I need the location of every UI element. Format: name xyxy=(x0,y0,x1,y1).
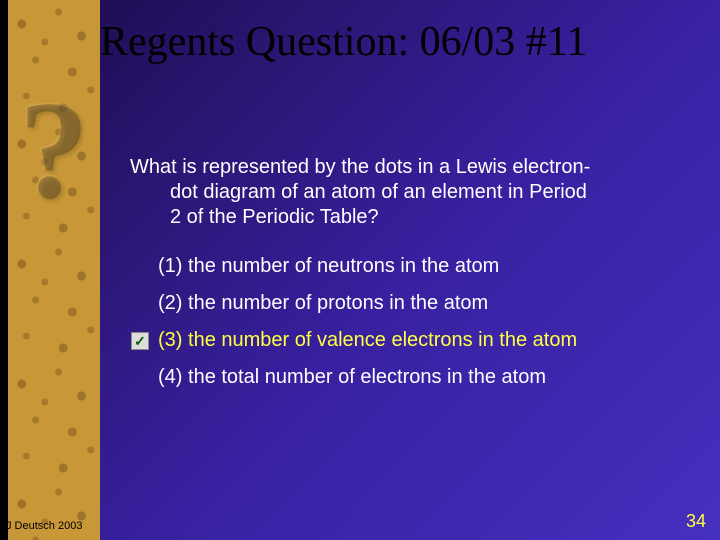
answer-bullet xyxy=(130,368,150,388)
question-line1: What is represented by the dots in a Lew… xyxy=(130,156,590,178)
answer-text: the number of valence electrons in the a… xyxy=(188,329,577,352)
answer-row: (1) the number of neutrons in the atom xyxy=(130,255,690,278)
checkmark-icon: ✓ xyxy=(131,332,149,350)
sidebar-decoration: ? xyxy=(0,0,100,540)
answer-num: (4) xyxy=(158,366,182,389)
answer-num: (1) xyxy=(158,255,182,278)
page-number: 34 xyxy=(686,511,706,532)
slide-title: Regents Question: 06/03 #11 xyxy=(100,18,587,66)
answer-bullet: ✓ xyxy=(130,331,150,351)
answers-list: (1) the number of neutrons in the atom (… xyxy=(130,255,690,403)
answer-num: (3) xyxy=(158,329,182,352)
question-text: What is represented by the dots in a Lew… xyxy=(130,155,690,230)
answer-row-correct: ✓ (3) the number of valence electrons in… xyxy=(130,329,690,352)
question-line3: 2 of the Periodic Table? xyxy=(170,206,379,228)
questionmark-graphic: ? xyxy=(8,60,100,240)
answer-text: the number of protons in the atom xyxy=(188,292,488,315)
answer-bullet xyxy=(130,294,150,314)
questionmark-icon: ? xyxy=(19,70,89,231)
footer-author: J Deutsch 2003 xyxy=(6,520,82,532)
question-line2: dot diagram of an atom of an element in … xyxy=(170,181,587,203)
answer-row: (2) the number of protons in the atom xyxy=(130,292,690,315)
answer-bullet xyxy=(130,257,150,277)
answer-text: the number of neutrons in the atom xyxy=(188,255,499,278)
answer-text: the total number of electrons in the ato… xyxy=(188,366,546,389)
answer-row: (4) the total number of electrons in the… xyxy=(130,366,690,389)
answer-num: (2) xyxy=(158,292,182,315)
